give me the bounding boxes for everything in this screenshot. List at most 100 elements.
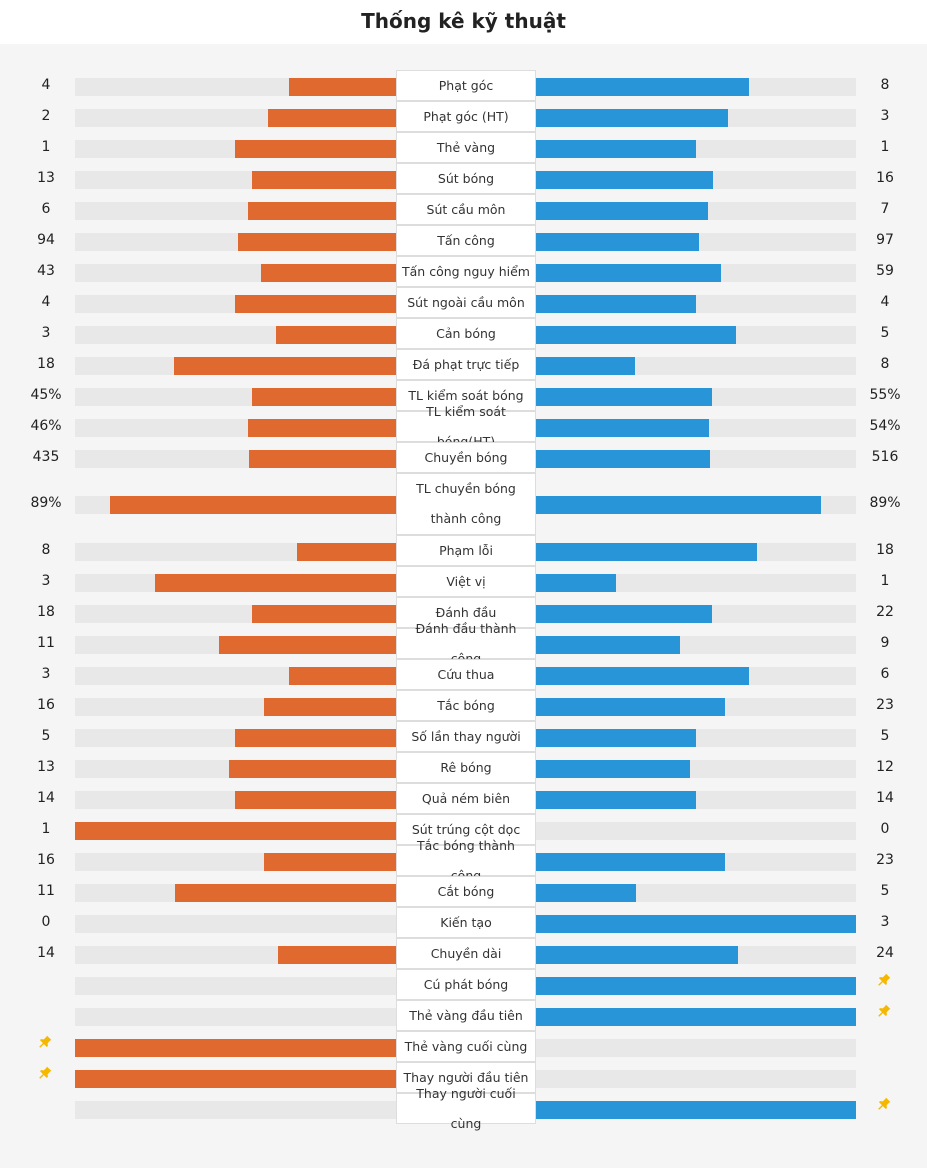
- away-value: 5: [880, 727, 890, 744]
- home-bar: [235, 294, 396, 313]
- stat-label: Phạt góc (HT): [396, 101, 536, 132]
- home-bar: [155, 573, 396, 592]
- away-value: 1: [880, 572, 890, 589]
- home-bar: [238, 232, 396, 251]
- home-bar: [297, 542, 396, 561]
- home-bar: [276, 325, 396, 344]
- home-bar-track: [75, 883, 396, 902]
- stat-label: Chuyền bóng: [396, 442, 536, 473]
- away-bar: [536, 294, 696, 313]
- stat-label: Thẻ vàng đầu tiên: [396, 1000, 536, 1031]
- away-bar-track: [536, 1007, 856, 1026]
- stat-row: 13 16 Sút bóng: [0, 163, 927, 194]
- home-bar: [110, 496, 396, 514]
- away-bar-track: [536, 821, 856, 840]
- away-bar-track: [536, 945, 856, 964]
- away-bar: [536, 139, 696, 158]
- home-value: 11: [37, 882, 55, 899]
- away-bar: [536, 976, 856, 995]
- away-bar: [536, 387, 712, 406]
- home-bar-track: [75, 542, 396, 561]
- home-bar: [235, 139, 396, 158]
- home-value: 43: [37, 262, 55, 279]
- away-value: 1: [880, 138, 890, 155]
- home-bar-track: [75, 697, 396, 716]
- home-bar-track: [75, 604, 396, 623]
- stat-row: 16 23 Tắc bóng: [0, 690, 927, 721]
- stat-row: 14 24 Chuyền dài: [0, 938, 927, 969]
- stat-row: 11 5 Cắt bóng: [0, 876, 927, 907]
- stat-row: 18 22 Đánh đầu: [0, 597, 927, 628]
- home-bar: [174, 356, 396, 375]
- stat-row: 8 18 Phạm lỗi: [0, 535, 927, 566]
- away-bar-track: [536, 1038, 856, 1057]
- away-value: 18: [876, 541, 894, 558]
- home-value: 1: [41, 820, 51, 837]
- stat-row: 3 1 Việt vị: [0, 566, 927, 597]
- home-bar-track: [75, 263, 396, 282]
- away-bar: [536, 170, 713, 189]
- home-bar: [175, 883, 396, 902]
- away-bar-track: [536, 790, 856, 809]
- home-value: 2: [41, 107, 51, 124]
- home-bar-track: [75, 852, 396, 871]
- away-value: 24: [876, 944, 894, 961]
- away-bar-track: [536, 914, 856, 933]
- home-bar: [264, 697, 396, 716]
- away-value: 3: [880, 107, 890, 124]
- away-bar: [536, 201, 708, 220]
- home-value: 3: [41, 324, 51, 341]
- away-value: 12: [876, 758, 894, 775]
- home-bar-track: [75, 139, 396, 158]
- stat-label: Sút ngoài cầu môn: [396, 287, 536, 318]
- stat-row: 5 5 Số lần thay người: [0, 721, 927, 752]
- pin-icon: [876, 972, 896, 992]
- stat-row: 2 3 Phạt góc (HT): [0, 101, 927, 132]
- away-bar: [536, 325, 736, 344]
- stat-label: Phạt góc: [396, 70, 536, 101]
- away-bar: [536, 759, 690, 778]
- stat-label: Thẻ vàng cuối cùng: [396, 1031, 536, 1062]
- stat-row: Thẻ vàng cuối cùng: [0, 1031, 927, 1062]
- stat-row: 3 6 Cứu thua: [0, 659, 927, 690]
- home-bar-track: [75, 418, 396, 437]
- stat-row: 3 5 Cản bóng: [0, 318, 927, 349]
- home-bar: [248, 201, 396, 220]
- stat-label: Thay người cuối cùng: [396, 1086, 536, 1131]
- stat-label: Thẻ vàng: [396, 132, 536, 163]
- stat-label: Sút trúng cột dọc: [396, 814, 536, 845]
- home-value: 11: [37, 634, 55, 651]
- stat-label: Đánh đầu thành công: [396, 621, 536, 666]
- away-bar-track: [536, 496, 856, 514]
- home-bar-track: [75, 387, 396, 406]
- stat-label: Cắt bóng: [396, 876, 536, 907]
- home-bar: [248, 418, 396, 437]
- away-value: 7: [880, 200, 890, 217]
- home-bar-track: [75, 945, 396, 964]
- home-bar-track: [75, 666, 396, 685]
- away-value: 5: [880, 324, 890, 341]
- stat-row: 16 23 Tắc bóng thành công: [0, 838, 927, 883]
- home-value: 14: [37, 789, 55, 806]
- stat-row: 18 8 Đá phạt trực tiếp: [0, 349, 927, 380]
- stat-row: Thay người cuối cùng: [0, 1086, 927, 1131]
- away-value: 23: [876, 851, 894, 868]
- pin-icon: [876, 1003, 896, 1023]
- away-bar-track: [536, 108, 856, 127]
- stat-row: 94 97 Tấn công: [0, 225, 927, 256]
- stat-label: Cú phát bóng: [396, 969, 536, 1000]
- away-bar-track: [536, 728, 856, 747]
- stat-label: Chuyền dài: [396, 938, 536, 969]
- home-bar-track: [75, 821, 396, 840]
- home-bar: [289, 666, 396, 685]
- home-bar-track: [75, 1038, 396, 1057]
- away-bar: [536, 790, 696, 809]
- home-bar-track: [75, 728, 396, 747]
- home-value: 46%: [30, 417, 62, 434]
- home-value: 3: [41, 572, 51, 589]
- home-value: 18: [37, 355, 55, 372]
- stat-row: 435 516 Chuyền bóng: [0, 442, 927, 473]
- stat-label: Thay người đầu tiên: [396, 1062, 536, 1093]
- stat-label: Việt vị: [396, 566, 536, 597]
- away-bar: [536, 697, 725, 716]
